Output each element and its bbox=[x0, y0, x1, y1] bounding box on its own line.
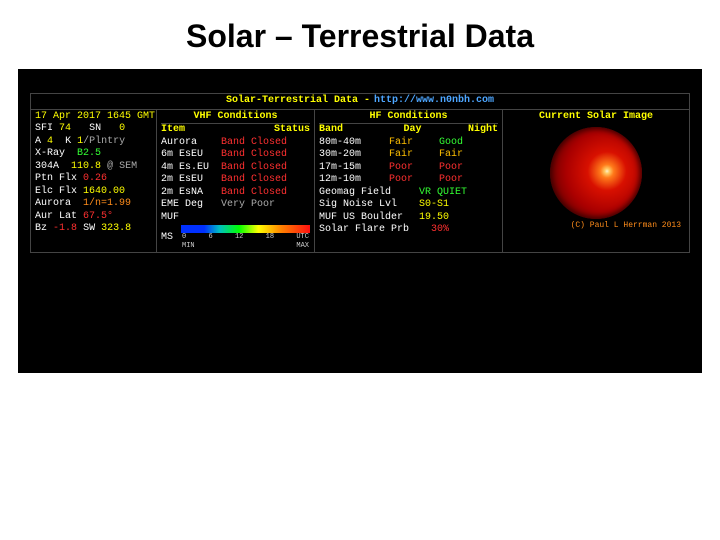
hf-day: Poor bbox=[389, 162, 439, 175]
flare-value: 30% bbox=[431, 224, 449, 237]
muf-minmax: MIN MAX bbox=[181, 242, 310, 251]
hf-band: 30m-20m bbox=[319, 149, 389, 162]
source-url[interactable]: http://www.n0nbh.com bbox=[374, 95, 494, 108]
vhf-item: 2m EsNA bbox=[161, 187, 221, 200]
page-title: Solar – Terrestrial Data bbox=[0, 0, 720, 69]
tick-6: 6 bbox=[208, 233, 212, 242]
vhf-panel: VHF Conditions ItemStatus AuroraBand Clo… bbox=[157, 110, 315, 252]
vhf-status: Band Closed bbox=[221, 149, 287, 162]
vhf-item: 2m EsEU bbox=[161, 174, 221, 187]
credit-text: (C) Paul L Herrman 2013 bbox=[507, 221, 685, 231]
muf-gradient bbox=[181, 225, 310, 233]
vhf-col-item: Item bbox=[161, 124, 185, 137]
vhf-row: AuroraBand Closed bbox=[161, 137, 310, 150]
sun-icon bbox=[550, 127, 642, 219]
solar-indices-panel: 17 Apr 2017 1645 GMT SFI 74 SN 0 A 4 K 1… bbox=[31, 110, 157, 252]
hf-night: Good bbox=[439, 137, 463, 150]
geomag-label: Geomag Field bbox=[319, 187, 419, 200]
hf-day: Poor bbox=[389, 174, 439, 187]
hf-row: 80m-40mFairGood bbox=[319, 137, 498, 150]
bz-value: -1.8 bbox=[53, 223, 77, 236]
hf-band: 17m-15m bbox=[319, 162, 389, 175]
vhf-item: 6m EsEU bbox=[161, 149, 221, 162]
solar-image-panel: Current Solar Image (C) Paul L Herrman 2… bbox=[503, 110, 689, 252]
vhf-col-status: Status bbox=[274, 124, 310, 137]
max-label: MAX bbox=[296, 242, 309, 251]
hf-band: 80m-40m bbox=[319, 137, 389, 150]
elc-value: 1640.00 bbox=[83, 186, 125, 199]
eme-value: Very Poor bbox=[221, 199, 275, 212]
solar-image-title: Current Solar Image bbox=[507, 111, 685, 124]
hf-row: 12m-10mPoorPoor bbox=[319, 174, 498, 187]
vhf-item: 4m Es.EU bbox=[161, 162, 221, 175]
aurora-label: Aurora bbox=[35, 198, 71, 211]
geomag-value: VR QUIET bbox=[419, 187, 467, 200]
ms-label: MS bbox=[161, 232, 179, 245]
sn-value: 0 bbox=[119, 123, 125, 136]
a304-label: 304A bbox=[35, 161, 59, 174]
aurora-value: 1/n=1.99 bbox=[83, 198, 131, 211]
sw-value: 323.8 bbox=[101, 223, 131, 236]
sw-label: SW bbox=[83, 223, 95, 236]
xray-label: X-Ray bbox=[35, 148, 65, 161]
timestamp: 17 Apr 2017 1645 GMT bbox=[35, 111, 152, 124]
k-suffix: /Plntry bbox=[83, 136, 125, 149]
vhf-status: Band Closed bbox=[221, 187, 287, 200]
vhf-status: Band Closed bbox=[221, 137, 287, 150]
hf-title: HF Conditions bbox=[319, 111, 498, 125]
vhf-title: VHF Conditions bbox=[161, 111, 310, 125]
vhf-row: 6m EsEUBand Closed bbox=[161, 149, 310, 162]
muf-colorbar: MS 0 6 12 18 UTC MIN MAX bbox=[161, 225, 310, 251]
hf-row: 30m-20mFairFair bbox=[319, 149, 498, 162]
ptn-label: Ptn Flx bbox=[35, 173, 77, 186]
hf-col-night: Night bbox=[468, 124, 498, 137]
hf-col-day: Day bbox=[403, 124, 453, 137]
hf-day: Fair bbox=[389, 137, 439, 150]
vhf-row: 2m EsNABand Closed bbox=[161, 187, 310, 200]
a304-suffix: @ SEM bbox=[107, 161, 137, 174]
bz-label: Bz bbox=[35, 223, 47, 236]
tick-18: 18 bbox=[266, 233, 274, 242]
widget-title: Solar-Terrestrial Data - bbox=[226, 95, 370, 108]
noise-label: Sig Noise Lvl bbox=[319, 199, 419, 212]
sfi-label: SFI bbox=[35, 123, 53, 136]
aurlat-label: Aur Lat bbox=[35, 211, 77, 224]
hf-night: Poor bbox=[439, 174, 463, 187]
hf-col-band: Band bbox=[319, 124, 389, 137]
xray-value: B2.5 bbox=[77, 148, 101, 161]
tick-0: 0 bbox=[182, 233, 186, 242]
hf-row: 17m-15mPoorPoor bbox=[319, 162, 498, 175]
noise-value: S0-S1 bbox=[419, 199, 449, 212]
sfi-value: 74 bbox=[59, 123, 71, 136]
ptn-value: 0.26 bbox=[83, 173, 107, 186]
vhf-row: 2m EsEUBand Closed bbox=[161, 174, 310, 187]
vhf-status: Band Closed bbox=[221, 162, 287, 175]
elc-label: Elc Flx bbox=[35, 186, 77, 199]
hf-band: 12m-10m bbox=[319, 174, 389, 187]
hf-day: Fair bbox=[389, 149, 439, 162]
mufus-label: MUF US Boulder bbox=[319, 212, 419, 225]
vhf-row: 4m Es.EUBand Closed bbox=[161, 162, 310, 175]
vhf-item: Aurora bbox=[161, 137, 221, 150]
a304-value: 110.8 bbox=[71, 161, 101, 174]
hf-night: Poor bbox=[439, 162, 463, 175]
sn-label: SN bbox=[89, 123, 101, 136]
widget-background: Solar-Terrestrial Data - http://www.n0nb… bbox=[18, 69, 702, 373]
min-label: MIN bbox=[182, 242, 195, 251]
eme-label: EME Deg bbox=[161, 199, 221, 212]
hf-night: Fair bbox=[439, 149, 463, 162]
widget-header: Solar-Terrestrial Data - http://www.n0nb… bbox=[31, 94, 689, 110]
muf-label: MUF bbox=[161, 212, 179, 225]
hf-panel: HF Conditions BandDayNight 80m-40mFairGo… bbox=[315, 110, 503, 252]
muf-ticks: 0 6 12 18 UTC bbox=[181, 233, 310, 242]
tick-12: 12 bbox=[235, 233, 243, 242]
solar-terrestrial-widget: Solar-Terrestrial Data - http://www.n0nb… bbox=[30, 93, 690, 253]
mufus-value: 19.50 bbox=[419, 212, 449, 225]
flare-label: Solar Flare Prb bbox=[319, 224, 431, 237]
tick-utc: UTC bbox=[296, 233, 309, 242]
aurlat-value: 67.5° bbox=[83, 211, 113, 224]
vhf-status: Band Closed bbox=[221, 174, 287, 187]
